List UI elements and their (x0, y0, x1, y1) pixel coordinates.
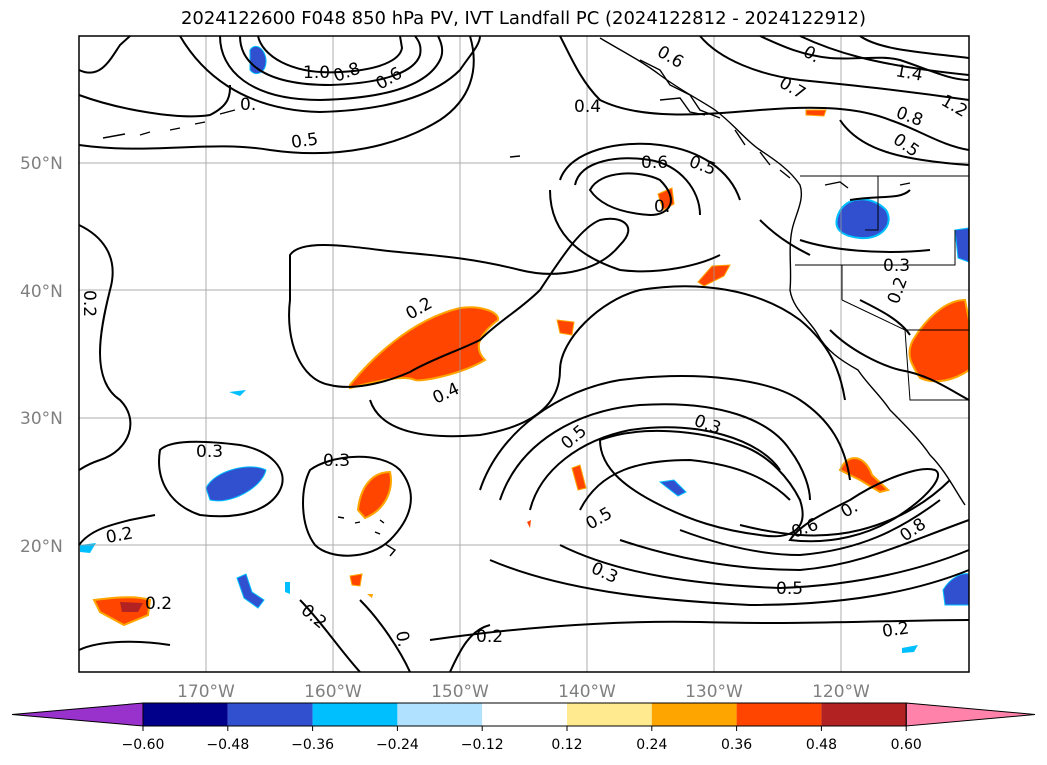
lon-label: 130°W (685, 682, 743, 702)
colorbar-tick-label: 0.24 (636, 737, 667, 753)
contour-label: 0.5 (889, 130, 923, 162)
map-frame (78, 35, 970, 673)
blue-patch (658, 479, 687, 497)
contour-label: 0.3 (883, 256, 910, 276)
contour-label: 0.8 (893, 103, 925, 131)
colorbar-tick-label: 0.48 (806, 737, 837, 753)
blue-patch (954, 227, 970, 263)
contour-label: 0. (391, 629, 414, 648)
colorbar-tick-label: −0.60 (122, 737, 165, 753)
contour-label: 0.8 (896, 514, 930, 546)
colorbar-segment (143, 703, 228, 726)
lon-label: 160°W (304, 682, 362, 702)
contour-label: 0.5 (776, 579, 803, 599)
coastlines (102, 37, 966, 557)
contour-label: 0.5 (290, 129, 320, 153)
contour-label: 0.2 (79, 290, 99, 317)
colorbar-segment (482, 703, 567, 726)
red-patch (571, 464, 587, 491)
colorbar-segment (227, 703, 313, 726)
red-patch (556, 319, 575, 336)
red-patch (367, 594, 373, 598)
contour-label: 0.2 (881, 618, 911, 642)
pv-contours (78, 35, 970, 673)
lat-label: 20°N (20, 537, 63, 557)
colorbar-min-arrow (11, 702, 144, 727)
blue-patch (236, 573, 265, 609)
red-patch (349, 306, 500, 390)
colorbar-tick-label: −0.48 (206, 737, 249, 753)
contour-label: 1.4 (894, 61, 924, 85)
red-patch (356, 470, 392, 520)
blue-patch (229, 390, 246, 396)
colorbar-tick-label: 0.36 (721, 737, 752, 753)
blue-patch (902, 645, 918, 653)
contour-label: 0.4 (430, 379, 463, 409)
colorbar-tick-label: −0.24 (376, 737, 419, 753)
contour-labels: 1.0 0.8 0.6 0. 0.5 0.4 0.6 0.5 0. 0.6 0.… (79, 42, 971, 649)
lon-label: 140°W (558, 682, 616, 702)
colorbar-segment (821, 703, 907, 726)
lon-label: 120°W (812, 682, 870, 702)
colorbar-tick-label: −0.36 (291, 737, 334, 753)
colorbar-segment (651, 703, 737, 726)
contour-label: 0. (800, 42, 824, 67)
contour-label: 0.3 (196, 442, 223, 462)
lat-label: 40°N (20, 282, 63, 302)
blue-patch (285, 582, 290, 594)
colorbar-segment (312, 703, 398, 726)
contour-label: 0.2 (104, 524, 134, 548)
colorbar-tick-label: −0.12 (461, 737, 504, 753)
contour-label: 0. (240, 95, 256, 115)
contour-label: 1.0 (303, 63, 330, 83)
red-patch (349, 573, 363, 587)
contour-label: 0.5 (557, 421, 591, 454)
contour-label: 0.2 (476, 627, 503, 647)
contour-label: 0.2 (884, 274, 912, 306)
lat-lon-grid (79, 36, 969, 672)
latitude-labels: 50°N 40°N 30°N 20°N (20, 154, 63, 557)
lon-label: 170°W (177, 682, 235, 702)
contour-label: 0.3 (588, 558, 621, 588)
colorbar-segment (397, 703, 483, 726)
colorbar-max-arrow (905, 702, 1036, 727)
colorbar-tick-label: 0.60 (891, 737, 922, 753)
contour-label: 0.6 (654, 42, 687, 73)
darkred-patch (120, 602, 143, 612)
contour-label: 0.6 (373, 63, 406, 94)
colorbar-tick-label: 0.12 (551, 737, 582, 753)
pv-shading (80, 45, 970, 653)
colorbar-segment (736, 703, 822, 726)
contour-label: 0.3 (323, 451, 350, 471)
colorbar: −0.60 −0.48 −0.36 −0.24 −0.12 0.12 0.24 0.36 0.4… (11, 702, 1036, 753)
red-patch (527, 520, 531, 528)
contour-label: 0.5 (583, 503, 616, 534)
contour-label: 0.2 (145, 594, 172, 614)
lat-label: 30°N (20, 409, 63, 429)
contour-label: 0. (654, 197, 670, 217)
lon-label: 150°W (431, 682, 489, 702)
blue-patch (835, 198, 890, 240)
contour-label: 0.4 (574, 97, 601, 117)
contour-label: 0.6 (641, 153, 668, 173)
red-patch (908, 298, 970, 383)
blue-patch (205, 466, 267, 502)
colorbar-outline (142, 702, 907, 727)
longitude-labels: 170°W 160°W 150°W 140°W 130°W 120°W (177, 682, 870, 702)
lat-label: 50°N (20, 154, 63, 174)
red-patch (838, 457, 891, 494)
red-patch (805, 109, 827, 117)
colorbar-segment (567, 703, 652, 726)
map-title: 2024122600 F048 850 hPa PV, IVT Landfall… (180, 8, 867, 29)
